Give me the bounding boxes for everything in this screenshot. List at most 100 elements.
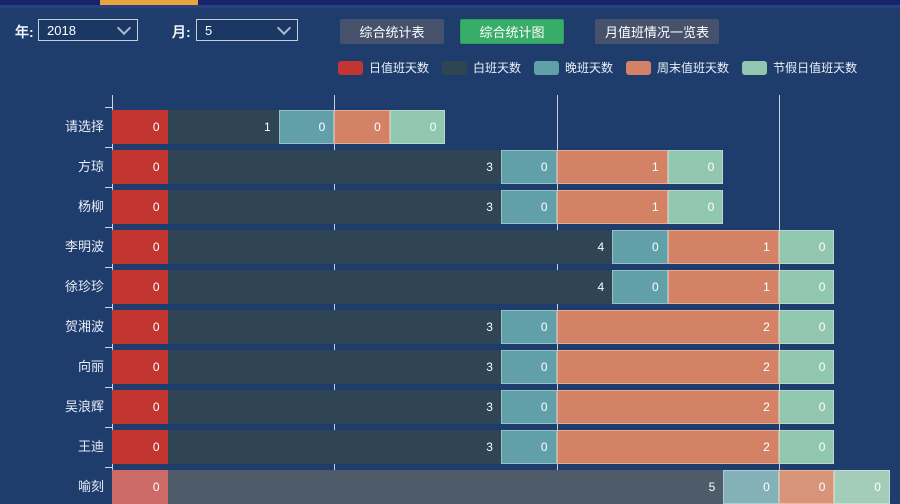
monthly-duty-list-button[interactable]: 月值班情况一览表 — [595, 19, 719, 44]
bar-segment[interactable]: 3 — [167, 150, 501, 184]
month-select[interactable]: 5 — [196, 19, 298, 41]
bar-segment[interactable]: 0 — [112, 270, 168, 304]
bar-segment[interactable]: 5 — [167, 470, 724, 504]
bar-segment[interactable]: 2 — [556, 350, 779, 384]
bar-segment[interactable]: 0 — [112, 430, 168, 464]
bar-segment[interactable]: 0 — [112, 230, 168, 264]
bar-row: 0 1 0 0 0 — [112, 110, 446, 144]
bar-segment[interactable]: 1 — [556, 150, 668, 184]
month-label: 月: — [172, 24, 191, 40]
bar-value-label: 3 — [486, 440, 493, 454]
bar-value-label: 1 — [763, 240, 770, 254]
bar-segment[interactable]: 4 — [167, 230, 613, 264]
bar-segment[interactable]: 0 — [278, 110, 335, 144]
bar-segment[interactable]: 2 — [556, 390, 779, 424]
category-label: 请选择 — [64, 119, 104, 134]
y-axis-tick — [105, 387, 112, 388]
bar-value-label: 0 — [818, 440, 826, 454]
bar-segment[interactable]: 0 — [500, 350, 557, 384]
bar-value-label: 0 — [874, 480, 881, 494]
summary-table-button[interactable]: 综合统计表 — [340, 19, 444, 44]
bar-row: 0 3 0 2 0 — [112, 430, 835, 464]
bar-value-label: 2 — [763, 360, 770, 374]
bar-segment[interactable]: 0 — [612, 270, 668, 304]
category-label: 向丽 — [77, 359, 104, 374]
bar-segment[interactable]: 0 — [667, 190, 724, 224]
bar-segment[interactable]: 0 — [667, 150, 724, 184]
bar-segment[interactable]: 0 — [112, 110, 168, 144]
legend-label: 白班天数 — [473, 61, 522, 75]
legend-item-5[interactable]: 节假日值班天数 — [742, 59, 857, 76]
bar-segment[interactable]: 0 — [778, 390, 835, 424]
bar-segment[interactable]: 0 — [778, 270, 835, 304]
y-axis-tick — [105, 227, 112, 228]
bar-row: 0 4 0 1 0 — [112, 230, 835, 264]
bar-segment[interactable]: 0 — [389, 110, 446, 144]
legend-item-2[interactable]: 白班天数 — [442, 59, 521, 76]
bar-segment[interactable]: 2 — [556, 310, 779, 344]
bar-value-label: 0 — [429, 120, 437, 134]
bar-value-label: 0 — [707, 160, 715, 174]
bar-value-label: 3 — [486, 320, 493, 334]
bar-segment[interactable]: 3 — [167, 310, 501, 344]
bar-segment[interactable]: 0 — [723, 470, 779, 504]
year-label: 年: — [15, 24, 34, 40]
bar-segment[interactable]: 0 — [112, 310, 168, 344]
bar-segment[interactable]: 0 — [112, 390, 168, 424]
bar-value-label: 0 — [818, 320, 826, 334]
bar-segment[interactable]: 0 — [778, 350, 835, 384]
bar-segment[interactable]: 4 — [167, 270, 613, 304]
bar-segment[interactable]: 0 — [500, 150, 557, 184]
bar-row: 0 3 0 2 0 — [112, 310, 835, 344]
bar-segment[interactable]: 0 — [778, 470, 835, 504]
bar-value-label: 0 — [818, 360, 826, 374]
bar-value-label: 0 — [152, 360, 160, 374]
bar-segment[interactable]: 0 — [334, 110, 390, 144]
legend-item-4[interactable]: 周末值班天数 — [626, 59, 729, 76]
y-axis-tick — [105, 467, 112, 468]
bar-segment[interactable]: 0 — [500, 310, 557, 344]
filter-controls: 年: 2018 月: 5 综合统计表 综合统计图 月值班情况一览表 — [0, 14, 900, 46]
bar-segment[interactable]: 0 — [834, 470, 890, 504]
bar-segment[interactable]: 1 — [667, 230, 779, 264]
bar-segment[interactable]: 0 — [500, 190, 557, 224]
bar-segment[interactable]: 0 — [778, 230, 835, 264]
bar-value-label: 0 — [540, 200, 548, 214]
legend-swatch-icon — [338, 60, 363, 75]
year-select-value: 2018 — [47, 22, 76, 38]
top-strip-divider — [0, 5, 900, 8]
category-label: 方琼 — [77, 159, 104, 174]
bar-segment[interactable]: 0 — [778, 310, 835, 344]
legend-item-3[interactable]: 晚班天数 — [534, 59, 613, 76]
bar-segment[interactable]: 3 — [167, 350, 501, 384]
bar-segment[interactable]: 1 — [556, 190, 668, 224]
bar-row: 0 3 0 1 0 — [112, 190, 724, 224]
bar-segment[interactable]: 3 — [167, 390, 501, 424]
month-select-value: 5 — [205, 22, 213, 38]
bar-row: 0 3 0 2 0 — [112, 350, 835, 384]
bar-value-label: 0 — [818, 280, 826, 294]
bar-segment[interactable]: 0 — [112, 350, 168, 384]
bar-segment[interactable]: 3 — [167, 190, 501, 224]
bar-segment[interactable]: 0 — [778, 430, 835, 464]
bar-segment[interactable]: 0 — [500, 430, 557, 464]
bar-segment[interactable]: 0 — [112, 150, 168, 184]
bar-value-label: 4 — [597, 240, 605, 254]
legend-item-1[interactable]: 日值班天数 — [338, 59, 429, 76]
category-label: 杨柳 — [77, 199, 104, 214]
bar-value-label: 1 — [264, 120, 271, 134]
bar-segment[interactable]: 1 — [167, 110, 279, 144]
bar-segment[interactable]: 1 — [667, 270, 779, 304]
year-select[interactable]: 2018 — [38, 19, 138, 41]
bar-value-label: 0 — [152, 200, 160, 214]
bar-segment[interactable]: 2 — [556, 430, 779, 464]
bar-segment[interactable]: 0 — [612, 230, 668, 264]
summary-chart-button[interactable]: 综合统计图 — [460, 19, 564, 44]
bar-segment[interactable]: 0 — [112, 470, 168, 504]
bar-segment[interactable]: 3 — [167, 430, 501, 464]
bar-value-label: 0 — [152, 240, 160, 254]
bar-segment[interactable]: 0 — [500, 390, 557, 424]
bar-row: 0 3 0 2 0 — [112, 390, 835, 424]
bar-segment[interactable]: 0 — [112, 190, 168, 224]
